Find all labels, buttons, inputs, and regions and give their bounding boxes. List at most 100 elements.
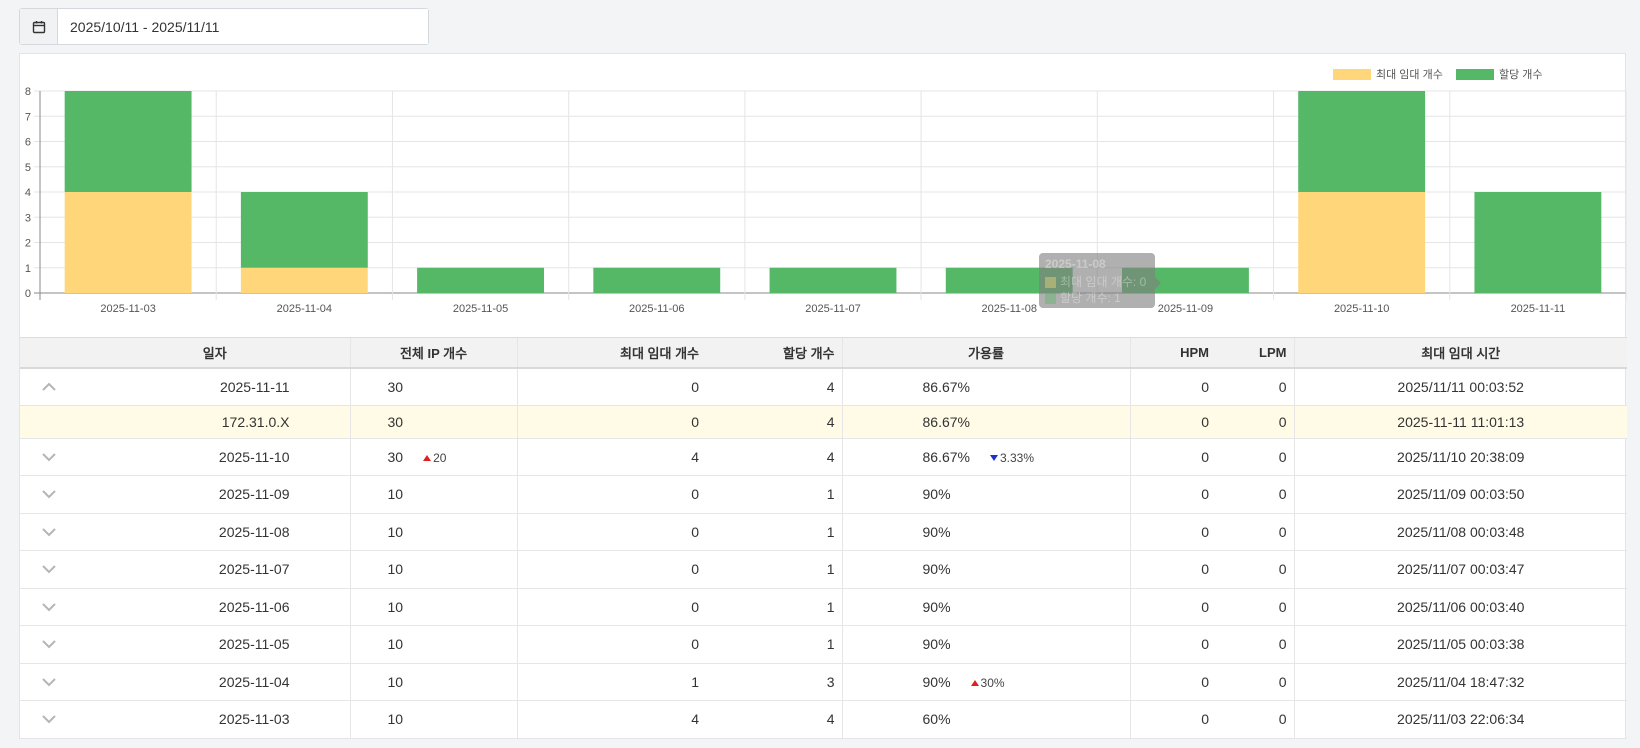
bar-allocated-2025-11-03: [64, 91, 192, 192]
y-tick-label: 8: [25, 86, 31, 98]
total-ip-value: 10: [387, 486, 404, 503]
row-toggle[interactable]: [20, 588, 80, 626]
cell-total-ip: 30 20: [349, 438, 517, 476]
legend-swatch-1: [1456, 69, 1494, 80]
header-lpm[interactable]: LPM: [1216, 337, 1294, 369]
arrow-down-icon: [989, 454, 998, 461]
arrow-up-icon: [423, 454, 432, 461]
cell-lpm: 0: [1216, 663, 1294, 701]
row-toggle[interactable]: [20, 663, 80, 701]
availability-value: 90%: [922, 598, 951, 615]
cell-lpm: 0: [1216, 513, 1294, 551]
y-tick-label: 4: [25, 187, 31, 199]
header-availability[interactable]: 가용률: [841, 337, 1130, 369]
availability-delta-value: 3.33%: [999, 450, 1035, 465]
cell-hpm: 0: [1129, 405, 1216, 439]
availability-value: 90%: [922, 523, 951, 540]
x-tick-label: 2025-11-05: [453, 303, 508, 315]
x-tick-label: 2025-11-04: [277, 303, 332, 315]
date-range-input[interactable]: [58, 9, 428, 44]
availability-value: 90%: [922, 673, 951, 690]
cell-hpm: 0: [1129, 550, 1216, 589]
availability-value: 86.67%: [922, 448, 970, 465]
cell-total-ip: 10: [349, 513, 517, 551]
cell-max-rent: 0: [516, 513, 707, 551]
cell-allocated: 3: [707, 663, 842, 701]
table-row[interactable]: 2025-11-05 10 0 1 90% 0 0 2025/11/05 00:03:38: [20, 625, 1627, 664]
row-toggle[interactable]: [20, 625, 80, 664]
x-tick-label: 2025-11-07: [805, 303, 860, 315]
cell-total-ip: 30: [349, 367, 517, 406]
availability-value: 90%: [922, 561, 951, 578]
cell-total-ip: 10: [349, 663, 517, 701]
header-max-rent[interactable]: 최대 임대 개수: [516, 337, 707, 369]
table-row[interactable]: 2025-11-11 30 0 4 86.67% 0 0 2025/11/11 00:03:5…: [20, 367, 1627, 406]
cell-hpm: 0: [1129, 513, 1216, 551]
y-tick-label: 5: [25, 162, 31, 174]
row-toggle[interactable]: [20, 475, 80, 514]
cell-total-ip: 30: [349, 405, 517, 439]
bar-allocated-2025-11-06: [593, 267, 721, 293]
bar-max-rent-2025-11-03: [64, 192, 192, 293]
row-toggle-empty: [20, 405, 80, 439]
table-row[interactable]: 2025-11-08 10 0 1 90% 0 0 2025/11/08 00:03:48: [20, 513, 1627, 551]
header-allocated[interactable]: 할당 개수: [707, 337, 842, 369]
chevron-down-icon[interactable]: [41, 564, 57, 574]
row-toggle[interactable]: [20, 550, 80, 589]
cell-availability: 90%: [841, 513, 1130, 551]
chevron-down-icon[interactable]: [41, 489, 57, 499]
table-row[interactable]: 2025-11-07 10 0 1 90% 0 0 2025/11/07 00:03:47: [20, 550, 1627, 589]
chevron-down-icon[interactable]: [41, 639, 57, 649]
table-row[interactable]: 2025-11-06 10 0 1 90% 0 0 2025/11/06 00:03:40: [20, 588, 1627, 626]
cell-allocated: 4: [707, 405, 842, 439]
chevron-down-icon[interactable]: [41, 527, 57, 537]
table-row[interactable]: 2025-11-09 10 0 1 90% 0 0 2025/11/09 00:03:50: [20, 475, 1627, 514]
chevron-down-icon[interactable]: [41, 714, 57, 724]
x-tick-label: 2025-11-09: [1158, 303, 1213, 315]
stacked-bar-chart: 0 1 2 3 4 5 6 7 8 2025-11-03 2025-11-04 2025-11-05 2…: [25, 68, 1627, 315]
cell-total-ip: 10: [349, 700, 517, 739]
table-row[interactable]: 2025-11-03 10 4 4 60% 0 0 2025/11/03 22:06:34: [20, 700, 1627, 739]
cell-max-rent-time: 2025/11/11 00:03:52: [1293, 367, 1627, 406]
bar-allocated-2025-11-05: [417, 267, 544, 293]
row-toggle[interactable]: [20, 438, 80, 476]
cell-lpm: 0: [1216, 588, 1294, 626]
cell-max-rent: 0: [516, 367, 707, 406]
x-tick-label: 2025-11-06: [629, 303, 684, 315]
cell-lpm: 0: [1216, 625, 1294, 664]
date-range-picker: [19, 8, 429, 45]
cell-lpm: 0: [1216, 405, 1294, 439]
cell-lpm: 0: [1216, 438, 1294, 476]
header-total-ip[interactable]: 전체 IP 개수: [349, 337, 517, 369]
cell-max-rent: 1: [516, 663, 707, 701]
header-date[interactable]: 일자: [80, 337, 350, 369]
cell-max-rent: 4: [516, 438, 707, 476]
cell-max-rent: 4: [516, 700, 707, 739]
chevron-up-icon[interactable]: [41, 382, 57, 392]
tooltip-swatch-max: [1045, 276, 1056, 288]
cell-hpm: 0: [1129, 700, 1216, 739]
x-tick-label: 2025-11-03: [100, 303, 155, 315]
cell-availability: 86.67%: [841, 367, 1130, 406]
chevron-down-icon[interactable]: [41, 452, 57, 462]
cell-allocated: 1: [707, 625, 842, 664]
table-row[interactable]: 2025-11-04 10 1 3 90% 30% 0 0 2025/11/04 18:47:3…: [20, 663, 1627, 701]
chevron-down-icon[interactable]: [41, 602, 57, 612]
calendar-button[interactable]: [20, 9, 58, 44]
row-toggle[interactable]: [20, 513, 80, 551]
row-toggle[interactable]: [20, 367, 80, 406]
cell-allocated: 1: [707, 513, 842, 551]
header-max-rent-time[interactable]: 최대 임대 시간: [1293, 337, 1627, 369]
table-header-row: 일자 전체 IP 개수 최대 임대 개수 할당 개수 가용률 HPM LPM 최…: [20, 337, 1627, 369]
cell-max-rent-time: 2025/11/03 22:06:34: [1293, 700, 1627, 739]
chevron-down-icon[interactable]: [41, 677, 57, 687]
bar-allocated-2025-11-07: [769, 267, 897, 293]
cell-availability: 90%: [841, 475, 1130, 514]
cell-max-rent-time: 2025/11/06 00:03:40: [1293, 588, 1627, 626]
availability-delta: 3.33%: [989, 450, 1035, 465]
row-toggle[interactable]: [20, 700, 80, 739]
table-row[interactable]: 2025-11-10 30 20 4 4 86.67% 3.33% 0 0 2025/11/10 …: [20, 438, 1627, 476]
header-hpm[interactable]: HPM: [1129, 337, 1216, 369]
cell-lpm: 0: [1216, 475, 1294, 514]
cell-availability: 90%: [841, 550, 1130, 589]
